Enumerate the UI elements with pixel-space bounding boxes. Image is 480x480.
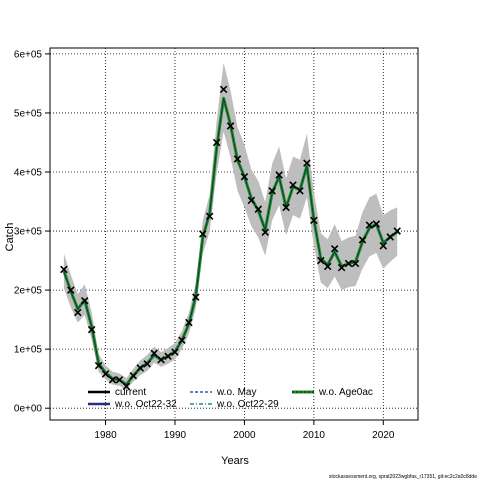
observed-point-2013 bbox=[330, 244, 339, 253]
observed-point-1975 bbox=[67, 286, 75, 294]
observed-point-2004 bbox=[268, 187, 276, 195]
legend-label-wo_age0ac: w.o. Age0ac bbox=[318, 387, 373, 398]
legend-label-wo_may: w.o. May bbox=[216, 387, 256, 398]
observed-point-1997 bbox=[219, 85, 228, 94]
x-tick-label-2000: 2000 bbox=[233, 430, 256, 441]
observed-point-1996 bbox=[212, 138, 221, 147]
observed-catch-points bbox=[60, 85, 401, 391]
observed-point-2021 bbox=[386, 233, 394, 241]
observed-point-2015 bbox=[344, 259, 353, 268]
observed-point-1998 bbox=[226, 122, 235, 130]
observed-point-2008 bbox=[296, 187, 304, 195]
observed-point-1993 bbox=[192, 293, 200, 301]
legend-label-wo_oct22_29: w.o. Oct22-29 bbox=[216, 399, 279, 410]
observed-point-1980 bbox=[101, 370, 110, 378]
observed-point-2022 bbox=[393, 227, 401, 235]
x-tick-label-1990: 1990 bbox=[164, 430, 187, 441]
observed-point-2010 bbox=[310, 216, 318, 225]
observed-point-1992 bbox=[185, 318, 193, 327]
observed-point-2005 bbox=[275, 171, 283, 179]
observed-point-1977 bbox=[80, 296, 89, 305]
observed-point-2012 bbox=[323, 262, 332, 271]
legend-label-current: current bbox=[115, 387, 146, 398]
observed-point-2011 bbox=[317, 256, 325, 265]
confidence-band bbox=[63, 62, 398, 390]
y-tick-label-1e+05: 1e+05 bbox=[14, 345, 43, 356]
observed-point-1987 bbox=[150, 349, 158, 358]
observed-point-2016 bbox=[351, 259, 360, 268]
y-tick-label-4e+05: 4e+05 bbox=[14, 168, 43, 179]
x-tick-label-1980: 1980 bbox=[94, 430, 117, 441]
observed-point-1983 bbox=[122, 382, 131, 391]
legend: current w.o. May w.o. Age0ac w.o. Oct22-32 w… bbox=[88, 387, 373, 410]
observed-point-2003 bbox=[261, 228, 270, 236]
observed-point-1991 bbox=[178, 336, 186, 345]
observed-point-1976 bbox=[74, 308, 82, 317]
plot-frame bbox=[49, 47, 419, 421]
observed-point-2014 bbox=[337, 263, 346, 272]
x-axis-title: Years bbox=[221, 455, 249, 467]
observed-point-1974 bbox=[60, 265, 68, 274]
observed-point-1981 bbox=[108, 376, 117, 384]
confidence-band-area bbox=[63, 62, 398, 390]
y-tick-label-5e+05: 5e+05 bbox=[14, 108, 43, 119]
y-axis-title: Catch bbox=[4, 223, 16, 252]
credit-text: stockassessment.org, sprat2023wgbfas_r17… bbox=[329, 474, 477, 480]
observed-point-1985 bbox=[136, 364, 145, 372]
y-tick-label-0e+00: 0e+00 bbox=[14, 404, 43, 415]
x-tick-label-2020: 2020 bbox=[372, 430, 395, 441]
observed-point-2000 bbox=[240, 172, 249, 181]
observed-point-1986 bbox=[143, 360, 151, 368]
legend-label-wo_oct22_32: w.o. Oct22-32 bbox=[114, 399, 177, 410]
observed-point-2020 bbox=[379, 242, 388, 250]
observed-point-1990 bbox=[171, 348, 179, 356]
observed-point-2002 bbox=[254, 205, 263, 213]
observed-point-2009 bbox=[303, 159, 311, 167]
observed-point-2019 bbox=[372, 220, 381, 228]
observed-point-1979 bbox=[94, 361, 103, 370]
axes: 1980 1990 2000 2010 2020 0e+00 1e+05 2e+05 3e+05… bbox=[14, 47, 419, 441]
observed-point-1982 bbox=[115, 376, 124, 384]
observed-point-2007 bbox=[289, 181, 297, 189]
observed-point-2017 bbox=[358, 236, 367, 244]
observed-point-1999 bbox=[233, 155, 242, 163]
observed-point-1988 bbox=[157, 356, 165, 364]
y-tick-label-2e+05: 2e+05 bbox=[14, 286, 43, 297]
observed-point-1978 bbox=[87, 325, 96, 334]
observed-point-1995 bbox=[205, 212, 214, 221]
x-tick-label-2010: 2010 bbox=[303, 430, 326, 441]
observed-point-1994 bbox=[198, 230, 207, 238]
observed-point-2018 bbox=[365, 221, 374, 229]
observed-point-1989 bbox=[164, 352, 172, 360]
observed-point-2001 bbox=[247, 196, 256, 205]
y-tick-label-3e+05: 3e+05 bbox=[14, 227, 43, 238]
observed-point-1984 bbox=[129, 371, 138, 380]
observed-point-2006 bbox=[282, 203, 290, 212]
y-tick-label-6e+05: 6e+05 bbox=[14, 49, 43, 60]
